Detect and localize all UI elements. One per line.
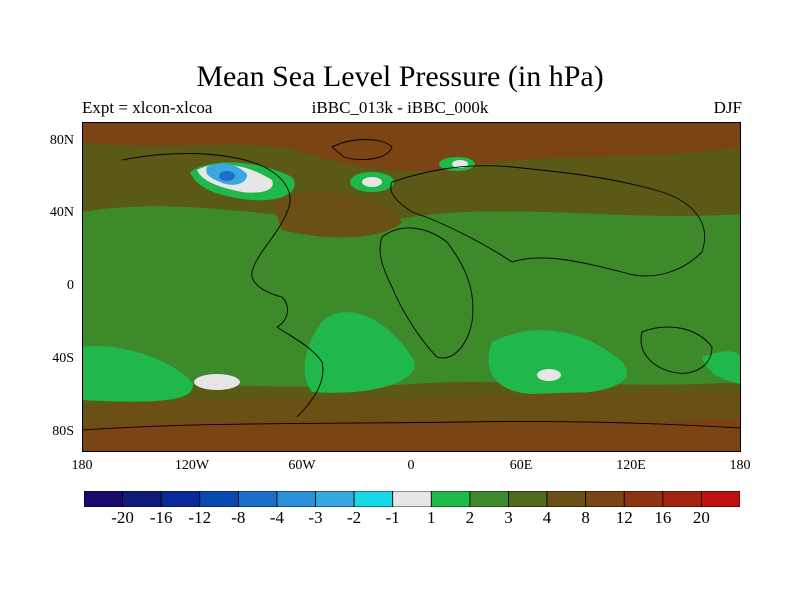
colorbar-swatch (160, 491, 201, 507)
colorbar (84, 491, 740, 507)
y-tick-40n: 40N (49, 205, 74, 220)
colorbar-label: -8 (231, 508, 246, 527)
colorbar-label: -3 (308, 508, 323, 527)
colorbar-swatch (469, 491, 509, 507)
colorbar-swatch (623, 491, 664, 507)
colorbar-label: -16 (149, 508, 173, 527)
colorbar-swatch (353, 491, 394, 507)
colorbar-label: 20 (692, 508, 710, 527)
x-tick-0: 0 (407, 458, 415, 473)
coastlines (82, 139, 741, 431)
field-contour-1-atlantic (362, 177, 382, 187)
field-contour-2b (304, 312, 415, 393)
field-contour-2a (82, 346, 193, 402)
colorbar-swatch (585, 491, 625, 507)
x-tick-180e: 180 (729, 458, 751, 473)
field-contour-4-atlantic (272, 191, 402, 238)
season-label: DJF (713, 98, 742, 117)
field-contour-8-north (82, 122, 741, 172)
x-tick-180w: 180 (71, 458, 93, 473)
colorbar-label: 8 (581, 508, 590, 527)
coastline-antarctica (82, 421, 741, 431)
map-frame (82, 122, 741, 452)
colorbar-swatch (315, 491, 355, 507)
colorbar-label: 3 (504, 508, 513, 527)
field-contour-1-scandinavia (452, 160, 468, 168)
x-tick-120e: 120E (616, 458, 646, 473)
colorbar-label: 16 (654, 508, 672, 527)
coastline-africa (379, 227, 474, 359)
colorbar-swatch (546, 491, 587, 507)
colorbar-label: -20 (111, 508, 134, 527)
colorbar-swatch (392, 491, 432, 507)
colorbar-label: 4 (542, 508, 552, 527)
experiment-label: Expt = xlcon-xlcoa (82, 98, 213, 117)
map-title: Mean Sea Level Pressure (in hPa) (196, 60, 604, 93)
colorbar-label: 1 (427, 508, 436, 527)
colorbar-swatch (237, 491, 278, 507)
coastline-north-america (121, 153, 291, 328)
x-tick-120w: 120W (174, 458, 210, 473)
colorbar-label: -4 (269, 508, 285, 527)
x-tick-60w: 60W (288, 458, 316, 473)
coastline-australia (640, 326, 713, 374)
field-contour-1a (194, 374, 240, 390)
coastline-greenland (331, 139, 393, 160)
colorbar-label: -12 (188, 508, 212, 527)
run-difference-label: iBBC_013k - iBBC_000k (311, 98, 489, 117)
field-contour-1b (537, 369, 561, 381)
colorbar-label: -1 (385, 508, 400, 527)
colorbar-label: -2 (347, 508, 362, 527)
colorbar-swatch (430, 491, 471, 507)
coastline-eurasia (390, 165, 706, 277)
field-contour-2d (702, 351, 741, 384)
coastline-south-america (276, 326, 324, 418)
colorbar-swatch (84, 491, 123, 507)
colorbar-swatch (276, 491, 316, 507)
x-tick-60e: 60E (509, 458, 533, 473)
colorbar-swatch (701, 491, 740, 507)
field-contour-2c (488, 330, 628, 395)
colorbar-label: 12 (615, 508, 633, 527)
y-tick-40s: 40S (52, 351, 74, 366)
colorbar-swatch (122, 491, 162, 507)
colorbar-swatch (662, 491, 702, 507)
y-tick-80s: 80S (52, 424, 74, 439)
colorbar-swatch (199, 491, 239, 507)
field-contour-neg4-namerica (219, 171, 235, 181)
field-contour-8-south (82, 420, 741, 452)
y-tick-0: 0 (67, 278, 74, 293)
pressure-map (82, 122, 741, 452)
colorbar-swatch (508, 491, 548, 507)
y-tick-80n: 80N (49, 133, 74, 148)
colorbar-label: 2 (465, 508, 475, 527)
